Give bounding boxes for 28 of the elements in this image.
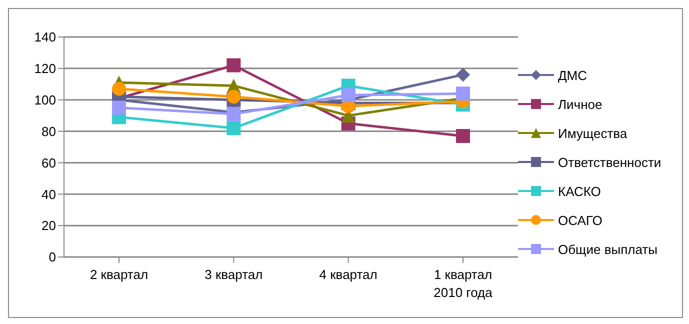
y-tick-label: 20: [42, 218, 56, 234]
y-tick-label: 0: [48, 250, 56, 265]
x-tick-label: 4 квартал: [319, 267, 378, 282]
x-tick-label: 2 квартал: [90, 267, 148, 282]
point: [456, 129, 470, 143]
point: [226, 90, 241, 104]
point: [226, 58, 241, 72]
y-tick-label: 40: [42, 186, 56, 202]
legend-label: ДМС: [558, 68, 588, 82]
point: [456, 68, 470, 82]
legend-label: Имущества: [558, 126, 628, 140]
legend-label: Ответственности: [558, 154, 662, 170]
legend-label: КАСКО: [558, 184, 601, 198]
y-tick-label: 100: [34, 92, 56, 108]
point: [112, 82, 126, 96]
point: [456, 86, 470, 101]
y-tick-label: 60: [42, 155, 56, 170]
legend-label: Общие выплаты: [558, 242, 658, 256]
y-tick-label: 120: [34, 61, 56, 76]
legend-label: ОСАГО: [558, 212, 602, 228]
y-tick-label: 140: [34, 30, 56, 45]
legend-label: Личное: [558, 96, 602, 112]
point: [112, 100, 126, 115]
point: [226, 121, 241, 136]
y-tick-label: 80: [42, 124, 56, 139]
x-tick-label: 3 квартал: [204, 267, 263, 282]
point: [341, 88, 356, 102]
x-tick-label: 1 квартал 2010 года: [434, 267, 494, 300]
